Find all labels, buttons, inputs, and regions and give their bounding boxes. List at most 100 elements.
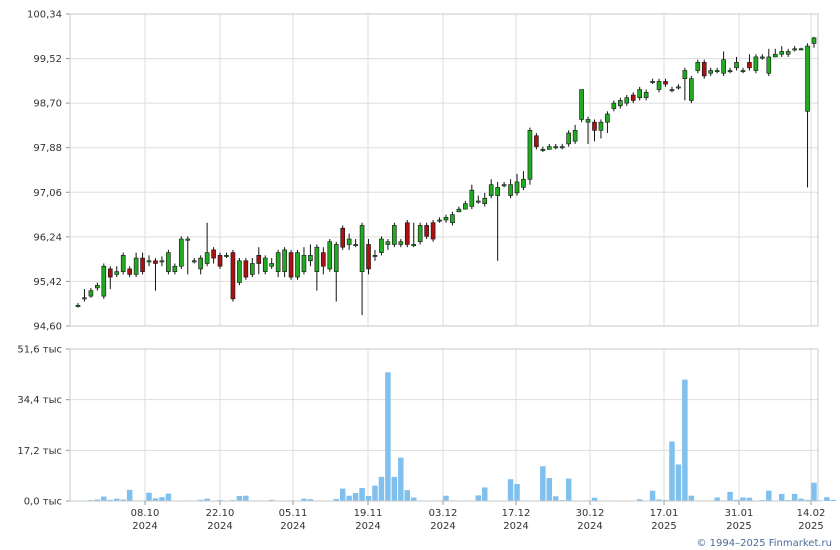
x-tick-day-label: 30.12 [576,508,605,519]
candle [211,247,216,264]
candle [346,233,352,250]
candle [650,78,655,85]
volume-bar [307,499,314,501]
volume-bar [301,498,307,501]
x-tick-year-label: 2024 [207,521,232,532]
candle-body [314,246,320,272]
candle-body [475,200,481,203]
candle-body [714,70,720,73]
candle-body [385,241,391,245]
volume-bar [359,488,365,501]
volume-y-axis-ticks: 51,6 тыс 34,4 тыс 17,2 тыс 0,0 тыс [17,345,70,508]
candle [107,266,113,290]
candle [598,119,604,139]
candle-body [521,178,526,188]
candle [437,217,442,223]
candle [256,247,262,275]
candle [269,258,274,269]
candle-body [114,271,120,275]
candle-body [127,268,132,275]
price-y-tick-label: 99,52 [33,54,62,65]
candle [321,247,326,275]
candle-body [540,149,546,151]
candle-body [430,222,436,240]
candle [140,252,145,275]
x-tick-day-label: 22.10 [206,508,235,519]
candle [185,236,191,275]
price-candles [75,36,817,316]
candle [359,222,365,316]
copyright-text: © 1994–2025 Finmarket.ru [696,538,832,549]
candle-body [288,252,294,278]
volume-bar [746,497,753,501]
volume-bar [236,495,243,501]
candle [372,249,378,261]
candle-body [559,146,565,149]
candle-body [366,244,371,270]
candle-body [689,78,694,101]
volume-bar [152,498,159,501]
candle [482,192,488,207]
candle [95,282,100,291]
candle-body [734,62,739,69]
x-tick-year-label: 2024 [577,521,602,532]
candle-body [140,257,145,272]
candle [514,173,520,196]
candle [798,47,804,51]
candle [572,124,578,144]
volume-bar [146,492,152,501]
candle [75,303,81,308]
x-tick-day-label: 08.10 [131,508,160,519]
candle [101,263,107,299]
volume-y-tick-label: 34,4 тыс [17,395,62,406]
candle [611,100,617,112]
candle-body [185,238,191,241]
candle-body [333,244,339,272]
candle [689,75,694,104]
candle-body [424,225,429,237]
price-panel: 100,34 99,52 98,70 97,88 97,06 96,24 95,42 94,6… [27,10,819,333]
price-y-tick-label: 94,60 [33,322,62,333]
candle [721,51,726,76]
candle [534,133,539,150]
candle-body [146,260,152,263]
volume-bar [740,497,746,501]
volume-bar [352,493,359,501]
candle-body [772,53,778,58]
volume-bar [830,499,837,501]
candle-body [811,37,817,44]
candle [237,258,242,286]
candle-body [695,62,701,71]
price-y-tick-label: 95,42 [33,277,62,288]
candle [475,195,481,204]
volume-bar [385,372,391,501]
candle-body [779,51,785,55]
candle [127,266,132,278]
x-axis-ticks: 08.10 2024 22.10 2024 05.11 2024 19.11 2024 03.1… [131,501,825,532]
volume-bar [669,441,675,501]
candle-body [501,184,507,187]
volume-bar [475,495,482,501]
candle [727,67,733,74]
candle [172,263,178,275]
candle [630,92,636,104]
candle [456,206,462,213]
candle [250,258,255,278]
candle-body [166,252,171,272]
candle-body [611,102,617,109]
volume-bar [165,493,172,501]
volume-bar [333,498,339,501]
candle-body [398,241,404,245]
price-plot-background [70,14,818,326]
candle-body [792,48,797,51]
candle-body [721,59,726,74]
candle-body [379,238,384,253]
candle [708,67,714,76]
candle-body [269,263,274,267]
candle [785,48,791,57]
candle-body [805,45,810,112]
candle [88,287,94,298]
candle-body [359,225,365,272]
x-tick-year-label: 2024 [503,521,528,532]
